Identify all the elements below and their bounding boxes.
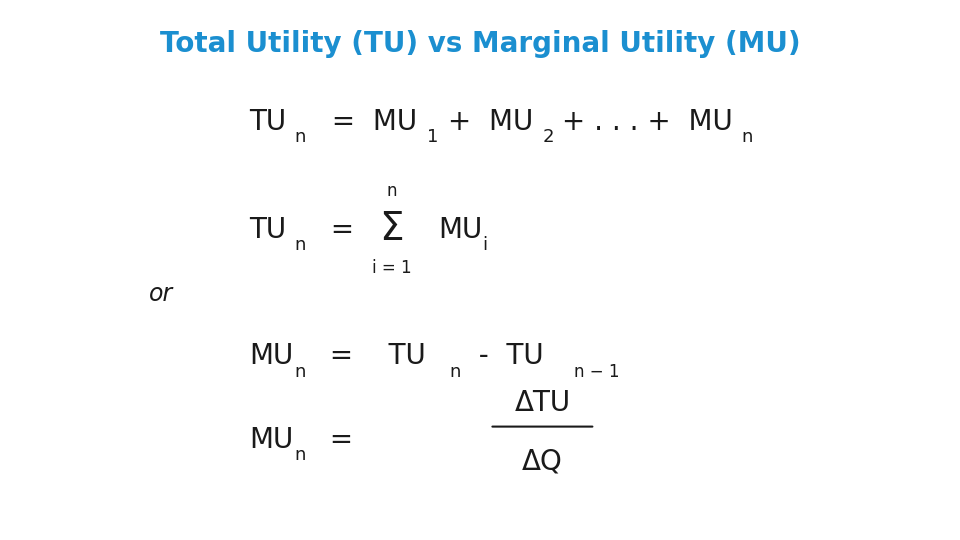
Text: n: n — [295, 446, 306, 464]
Text: n: n — [741, 127, 753, 146]
Text: =  MU: = MU — [314, 107, 417, 136]
Text: Total Utility (TU) vs Marginal Utility (MU): Total Utility (TU) vs Marginal Utility (… — [159, 30, 801, 58]
Text: n: n — [449, 362, 461, 381]
Text: + . . . +  MU: + . . . + MU — [553, 107, 732, 136]
Text: 1: 1 — [427, 127, 439, 146]
Text: n: n — [295, 235, 306, 254]
Text: i: i — [482, 235, 487, 254]
Text: n: n — [295, 127, 306, 146]
Text: n: n — [295, 362, 306, 381]
Text: ΔQ: ΔQ — [522, 448, 563, 476]
Text: n − 1: n − 1 — [574, 362, 619, 381]
Text: or: or — [149, 282, 173, 306]
Text: ΔTU: ΔTU — [515, 389, 570, 417]
Text: 2: 2 — [542, 127, 554, 146]
Text: MU: MU — [250, 426, 294, 454]
Text: TU: TU — [250, 107, 287, 136]
Text: MU: MU — [438, 215, 482, 244]
Text: MU: MU — [250, 342, 294, 370]
Text: TU: TU — [250, 215, 287, 244]
Text: i = 1: i = 1 — [372, 259, 412, 278]
Text: +  MU: + MU — [439, 107, 533, 136]
Text: n: n — [387, 181, 396, 200]
Text: Σ: Σ — [379, 211, 404, 248]
Text: =: = — [313, 215, 372, 244]
Text: =: = — [312, 426, 353, 454]
Text: =    TU: = TU — [312, 342, 425, 370]
Text: -  TU: - TU — [461, 342, 543, 370]
